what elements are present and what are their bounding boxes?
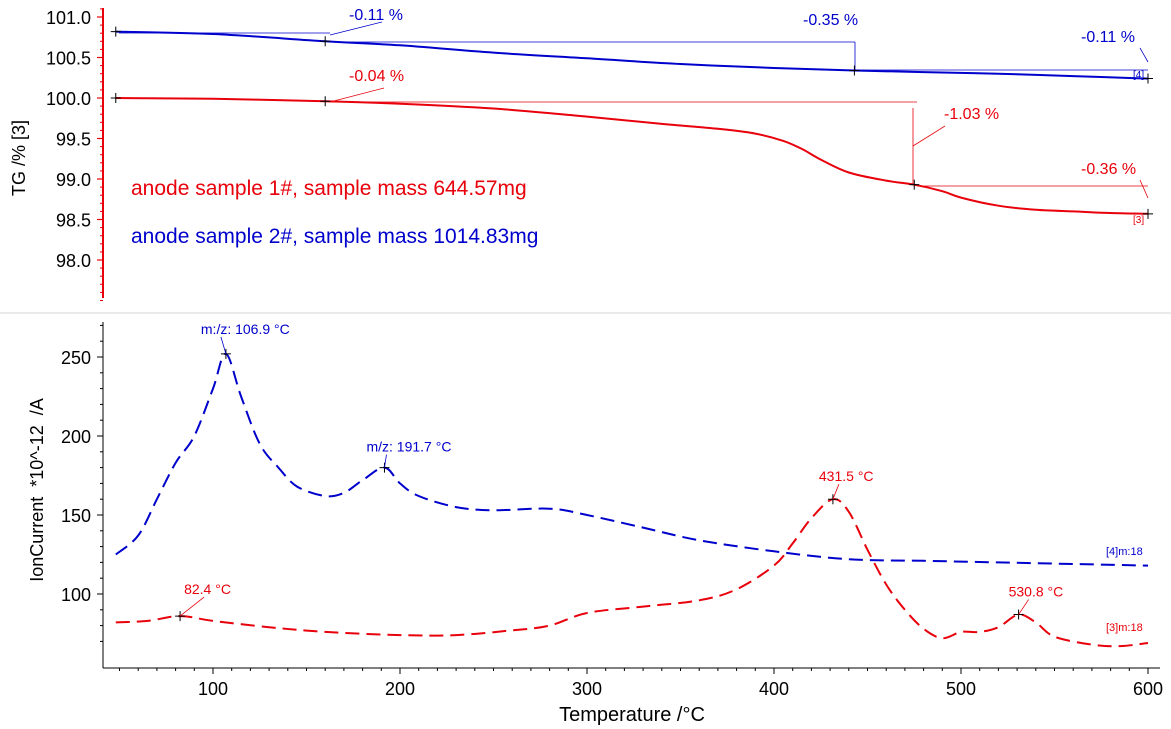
ion-peak-leader (832, 484, 840, 500)
ion-y-tick-label: 250 (61, 348, 91, 368)
ion-series-tag: [3]m:18 (1106, 622, 1143, 634)
x-tick-label: 500 (946, 679, 976, 699)
x-tick-label: 600 (1133, 679, 1163, 699)
ion-curves (115, 352, 1149, 648)
ion-peaks: m:/z: 106.9 °C m/z: 191.7 °C 431.5 °C 82.4 … (175, 321, 1064, 622)
tg-annotation-leader (329, 21, 383, 36)
ion-peak-leader (1018, 599, 1029, 615)
ion-peak-label: 431.5 °C (819, 468, 874, 484)
tg-y-tick-label: 100.0 (46, 89, 91, 109)
ion-y-tick-label: 100 (61, 585, 91, 605)
tg-curves (115, 30, 1149, 215)
tg-annotation-leader (1139, 179, 1149, 199)
ion-y-ticks: 100 150 200 250 (61, 324, 103, 642)
tg-y-tick-label: 99.5 (56, 130, 91, 150)
ion-y-tick-label: 200 (61, 427, 91, 447)
legend-entry-sample-1: anode sample 1#, sample mass 644.57mg (131, 177, 527, 200)
tg-annotation-leader (1139, 47, 1149, 63)
tg-curve-sample-1 (115, 97, 1149, 215)
ion-peak-label: 530.8 °C (1009, 584, 1064, 600)
tg-y-tick-label: 100.5 (46, 49, 91, 69)
x-tick-label: 100 (198, 679, 228, 699)
tg-marker (320, 36, 331, 47)
tg-annotation-leader (912, 125, 946, 147)
tg-annotation: -0.35 % (803, 12, 858, 29)
ion-panel: 100 150 200 250 100 200 300 400 500 600 IonCurre… (27, 321, 1163, 726)
tg-marker (110, 26, 121, 37)
tg-markers (110, 26, 1153, 219)
tg-panel: 98.0 98.5 99.0 99.5 100.0 100.5 101.0 TG /% [3… (0, 7, 1171, 314)
ion-series-tag: [4]m:18 (1106, 546, 1143, 558)
tg-annotation: -0.11 % (349, 7, 403, 24)
ion-peak-label: m:/z: 106.9 °C (201, 321, 290, 337)
tg-marker (1143, 208, 1153, 219)
ion-x-ticks: 100 200 300 400 500 600 (119, 668, 1163, 699)
tg-annotation-leader (329, 87, 385, 103)
x-tick-label: 200 (385, 679, 415, 699)
tg-annotation: -0.04 % (349, 68, 404, 85)
tg-annotation: -0.11 % (1081, 29, 1135, 46)
tg-y-tick-label: 99.0 (56, 170, 91, 190)
tg-series-tag: [4] (1133, 70, 1144, 81)
tg-y-tick-label: 98.0 (56, 251, 91, 271)
ion-peak-label: m/z: 191.7 °C (366, 439, 451, 455)
ion-y-axis-label: IonCurrent *10^-12 /A (27, 398, 47, 582)
tg-y-tick-label: 101.0 (46, 8, 91, 28)
tg-marker (320, 96, 331, 107)
legend-entry-sample-2: anode sample 2#, sample mass 1014.83mg (131, 225, 538, 248)
x-axis-label: Temperature /°C (559, 704, 705, 726)
ion-y-tick-label: 150 (61, 506, 91, 526)
tg-annotations: -0.11 % -0.35 % -0.11 % -0.04 % -1.03 % … (119, 7, 1149, 226)
ion-peak-leader (220, 336, 227, 354)
ion-curve-sample-1 (115, 498, 1149, 648)
tg-annotation: -1.03 % (944, 106, 999, 123)
ion-peak-leader (384, 454, 387, 468)
tg-marker (1143, 73, 1153, 84)
tg-marker (110, 93, 121, 103)
tg-annotation: -0.36 % (1081, 161, 1136, 178)
tg-y-tick-label: 98.5 (56, 211, 91, 231)
tg-marker (849, 65, 860, 76)
tg-series-tag: [3] (1133, 215, 1144, 226)
tg-curve-sample-2 (115, 30, 1149, 80)
ion-peak-label: 82.4 °C (184, 581, 231, 597)
tg-y-ticks: 98.0 98.5 99.0 99.5 100.0 100.5 101.0 (46, 8, 103, 301)
tg-y-axis-label: TG /% [3] (9, 120, 29, 196)
x-tick-label: 300 (572, 679, 602, 699)
ion-curve-sample-2 (115, 352, 1149, 567)
tg-marker (909, 179, 920, 190)
x-tick-label: 400 (759, 679, 789, 699)
ion-peak-leader (179, 596, 205, 617)
